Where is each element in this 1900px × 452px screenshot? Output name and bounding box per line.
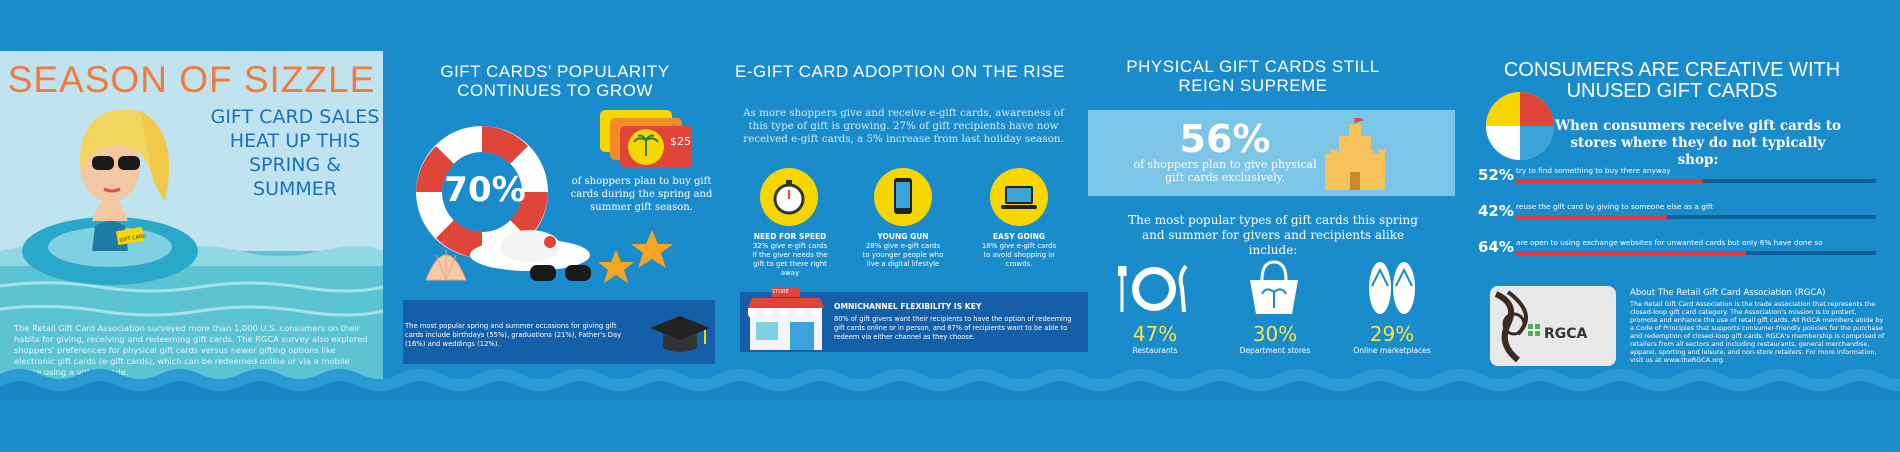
- bar-3-pct: 64%: [1478, 238, 1514, 256]
- page-title: SEASON OF SIZZLE: [7, 59, 376, 100]
- easy-going-title: EASY GOING: [992, 232, 1046, 241]
- about-title: About The Retail Gift Card Association (…: [1630, 288, 1826, 298]
- store-sign: STORE: [772, 289, 789, 295]
- online-marketplaces-label: Online marketplaces: [1353, 346, 1431, 355]
- physical-stat-label: of shoppers plan to give physical gift c…: [1133, 158, 1317, 184]
- online-marketplaces-pct: 29%: [1369, 322, 1415, 346]
- life-ring-icon: [416, 126, 548, 258]
- bar-1-text: try to find something to buy there anywa…: [1516, 166, 1671, 175]
- creative-heading: CONSUMERS ARE CREATIVE WITH UNUSED GIFT …: [1503, 59, 1841, 102]
- intro-subtitle: GIFT CARD SALES HEAT UP THIS SPRING & SU…: [210, 106, 380, 200]
- bar-3-fill: [1516, 251, 1747, 255]
- rgca-gift-card-logo: [1490, 286, 1616, 366]
- rgca-logo-text: RGCA: [1544, 326, 1588, 342]
- bar-3-text: are open to using exchange websites for …: [1516, 238, 1823, 247]
- physical-heading: PHYSICAL GIFT CARDS STILL REIGN SUPREME: [1126, 57, 1380, 95]
- stopwatch-icon: [760, 168, 818, 226]
- gift-card-label: GIFT CARD: [119, 233, 147, 244]
- bar-2-pct: 42%: [1478, 202, 1514, 220]
- young-gun-text: 28% give e-gift cards to younger people …: [862, 242, 944, 268]
- flip-flops-icon: [1369, 262, 1415, 314]
- popularity-stat: 70%: [444, 170, 526, 210]
- beach-items-illustration: [425, 230, 673, 283]
- department-stores-label: Department stores: [1239, 346, 1311, 355]
- smartphone-icon: [874, 168, 932, 226]
- storefront-icon: [748, 288, 824, 350]
- popularity-heading: GIFT CARDS' POPULARITY CONTINUES TO GROW: [440, 62, 670, 100]
- young-gun-title: YOUNG GUN: [877, 232, 929, 241]
- omnichannel-title: OMNICHANNEL FLEXIBILITY IS KEY: [834, 302, 982, 311]
- creative-subtitle: When consumers receive gift cards to sto…: [1555, 118, 1841, 168]
- need-for-speed-title: NEED FOR SPEED: [753, 232, 827, 241]
- intro-panel: GIFT CARD SEASON OF SIZZLE GIFT CARD SAL…: [0, 51, 383, 379]
- wave-decoration: [0, 369, 1900, 400]
- physical-stat-band: [1088, 110, 1455, 196]
- restaurants-pct: 47%: [1132, 322, 1178, 346]
- bar-1-track: [1516, 179, 1876, 183]
- beach-ball-icon: [1486, 92, 1554, 160]
- shopping-bag-icon: [1250, 260, 1298, 314]
- easy-going-text: 18% give e-gift cards to avoid shopping …: [981, 242, 1057, 268]
- egift-heading: E-GIFT CARD ADOPTION ON THE RISE: [735, 62, 1065, 81]
- bar-2-text: reuse the gift card by giving to someone…: [1516, 202, 1714, 211]
- egift-intro: As more shoppers give and receive e-gift…: [743, 107, 1064, 145]
- popularity-description: of shoppers plan to buy gift cards durin…: [570, 176, 713, 213]
- sandcastle-icon: [1325, 118, 1386, 190]
- about-body: The Retail Gift Card Association is the …: [1630, 300, 1885, 364]
- physical-subtitle: The most popular types of gift cards thi…: [1128, 213, 1418, 257]
- card-amount: $25: [670, 135, 691, 148]
- gift-cards-stack-icon: [600, 110, 692, 168]
- bar-3-track: [1516, 251, 1876, 255]
- physical-stat: 56%: [1179, 117, 1271, 161]
- bar-1-fill: [1516, 179, 1704, 183]
- restaurant-plate-icon: [1118, 264, 1188, 313]
- bar-2-track: [1516, 215, 1876, 219]
- restaurants-label: Restaurants: [1132, 346, 1178, 355]
- need-for-speed-text: 32% give e-gift cards if the giver needs…: [752, 242, 828, 277]
- bar-2-fill: [1516, 215, 1668, 219]
- laptop-icon: [990, 168, 1048, 226]
- bar-1-pct: 52%: [1478, 166, 1514, 184]
- occasions-text: The most popular spring and summer occas…: [405, 322, 622, 348]
- intro-body-text: The Retail Gift Card Association surveye…: [14, 323, 368, 377]
- omnichannel-text: 80% of gift givers want their recipients…: [834, 315, 1072, 341]
- pool-woman-illustration: GIFT CARD: [0, 109, 383, 379]
- graduation-cap-icon: [650, 316, 710, 352]
- department-stores-pct: 30%: [1252, 322, 1298, 346]
